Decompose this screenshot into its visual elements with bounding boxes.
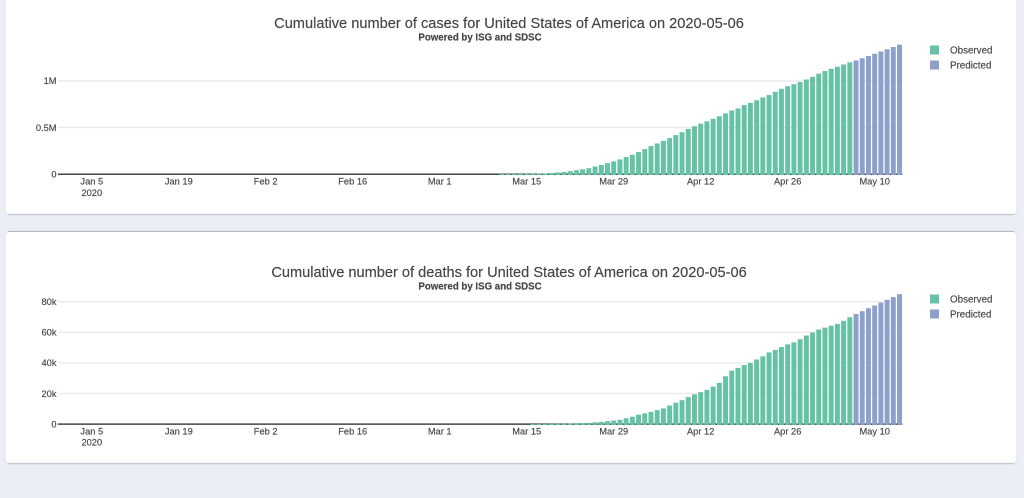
svg-text:Mar 15: Mar 15 <box>512 426 541 436</box>
svg-text:Jan 19: Jan 19 <box>165 426 193 436</box>
svg-text:Feb 16: Feb 16 <box>338 177 367 187</box>
svg-text:Predicted: Predicted <box>950 60 991 71</box>
svg-text:20k: 20k <box>42 389 57 399</box>
svg-text:Mar 29: Mar 29 <box>599 177 628 187</box>
svg-text:0: 0 <box>51 419 56 429</box>
svg-text:0: 0 <box>51 170 56 180</box>
svg-text:0.5M: 0.5M <box>36 123 57 133</box>
svg-text:May 10: May 10 <box>859 426 890 436</box>
svg-text:Cumulative number of deaths fo: Cumulative number of deaths for United S… <box>271 265 746 281</box>
svg-text:40k: 40k <box>42 358 57 368</box>
svg-text:2020: 2020 <box>81 438 102 448</box>
svg-text:Observed: Observed <box>950 294 992 305</box>
svg-text:Powered by ISG and SDSC: Powered by ISG and SDSC <box>418 281 541 292</box>
svg-text:Feb 2: Feb 2 <box>254 177 278 187</box>
svg-text:60k: 60k <box>42 328 57 338</box>
svg-text:Mar 29: Mar 29 <box>599 426 628 436</box>
svg-text:Feb 16: Feb 16 <box>338 426 367 436</box>
svg-text:Jan 5: Jan 5 <box>80 426 103 436</box>
svg-text:Apr 12: Apr 12 <box>687 177 714 187</box>
svg-text:Apr 26: Apr 26 <box>774 177 801 187</box>
svg-text:Predicted: Predicted <box>950 309 991 320</box>
svg-text:May 10: May 10 <box>859 177 890 187</box>
svg-text:1M: 1M <box>44 76 57 86</box>
svg-text:Observed: Observed <box>950 45 992 56</box>
svg-text:Mar 15: Mar 15 <box>512 177 541 187</box>
svg-text:Jan 5: Jan 5 <box>80 177 103 187</box>
svg-text:Apr 12: Apr 12 <box>687 426 714 436</box>
svg-text:2020: 2020 <box>81 188 102 198</box>
svg-text:Mar 1: Mar 1 <box>428 177 452 187</box>
svg-text:80k: 80k <box>42 297 57 307</box>
svg-text:Mar 1: Mar 1 <box>428 426 452 436</box>
svg-text:Jan 19: Jan 19 <box>165 177 193 187</box>
svg-text:Apr 26: Apr 26 <box>774 426 801 436</box>
svg-text:Feb 2: Feb 2 <box>254 426 278 436</box>
svg-text:Cumulative number of cases for: Cumulative number of cases for United St… <box>274 16 744 32</box>
svg-text:Powered by ISG and SDSC: Powered by ISG and SDSC <box>418 32 541 43</box>
